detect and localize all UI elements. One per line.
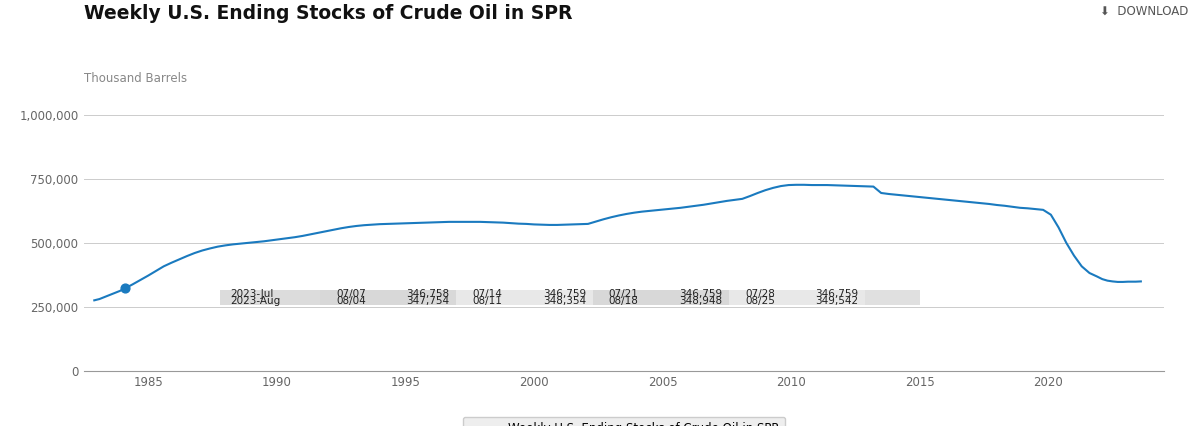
Bar xyxy=(370,297,456,305)
Bar xyxy=(593,290,643,297)
Text: 348,354: 348,354 xyxy=(542,296,586,306)
Text: 07/14: 07/14 xyxy=(473,289,503,299)
Bar xyxy=(456,297,506,305)
Text: 2023-Aug: 2023-Aug xyxy=(230,296,281,306)
Text: 346,759: 346,759 xyxy=(542,289,586,299)
Bar xyxy=(506,290,593,297)
Text: 346,758: 346,758 xyxy=(407,289,450,299)
Bar xyxy=(370,290,456,297)
Bar xyxy=(221,290,320,297)
Text: 08/25: 08/25 xyxy=(745,296,775,306)
Text: 349,542: 349,542 xyxy=(815,296,858,306)
Bar xyxy=(456,290,506,297)
Text: 2023-Jul: 2023-Jul xyxy=(230,289,274,299)
Bar xyxy=(643,290,728,297)
Bar xyxy=(779,290,865,297)
Text: 346,759: 346,759 xyxy=(679,289,722,299)
Bar xyxy=(593,297,643,305)
Text: 07/21: 07/21 xyxy=(608,289,638,299)
Text: 07/07: 07/07 xyxy=(336,289,366,299)
Text: Weekly U.S. Ending Stocks of Crude Oil in SPR: Weekly U.S. Ending Stocks of Crude Oil i… xyxy=(84,4,572,23)
Text: 08/04: 08/04 xyxy=(336,296,366,306)
Point xyxy=(115,285,134,292)
Bar xyxy=(506,297,593,305)
Bar xyxy=(728,297,779,305)
Text: Thousand Barrels: Thousand Barrels xyxy=(84,72,187,86)
Bar xyxy=(221,297,320,305)
Bar xyxy=(865,297,919,305)
Bar xyxy=(320,297,370,305)
Text: 347,754: 347,754 xyxy=(407,296,450,306)
Legend: Weekly U.S. Ending Stocks of Crude Oil in SPR: Weekly U.S. Ending Stocks of Crude Oil i… xyxy=(463,417,785,426)
Bar xyxy=(779,297,865,305)
Text: 348,948: 348,948 xyxy=(679,296,722,306)
Bar xyxy=(728,290,779,297)
Bar xyxy=(320,290,370,297)
Text: 08/18: 08/18 xyxy=(608,296,638,306)
Text: 08/11: 08/11 xyxy=(473,296,503,306)
Bar xyxy=(865,290,919,297)
Text: 07/28: 07/28 xyxy=(745,289,775,299)
Text: ⬇  DOWNLOAD: ⬇ DOWNLOAD xyxy=(1099,4,1188,17)
Text: 346,759: 346,759 xyxy=(815,289,858,299)
Bar xyxy=(643,297,728,305)
